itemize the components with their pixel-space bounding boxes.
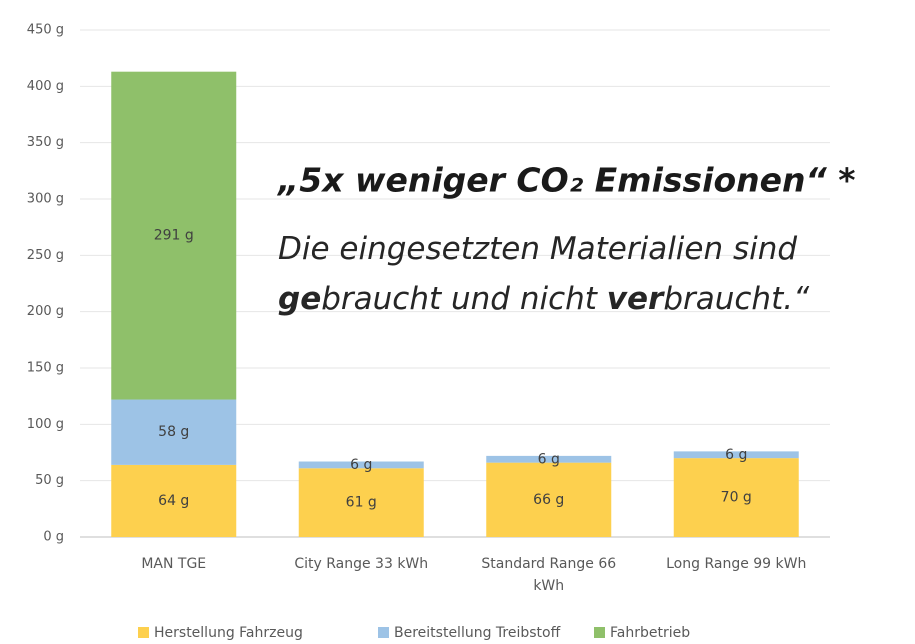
annotation-segment: ge	[278, 281, 321, 317]
annotation-body: Die eingesetzten Materialien sind	[278, 231, 797, 267]
data-label: 64 g	[158, 493, 189, 509]
annotation-segment: Die eingesetzten Materialien sind	[278, 231, 797, 267]
x-tick-label: MAN TGE	[141, 556, 207, 572]
data-label: 291 g	[154, 228, 194, 244]
legend-label: Herstellung Fahrzeug	[154, 625, 303, 641]
data-label: 6 g	[350, 457, 372, 473]
bar-segment	[298, 468, 424, 537]
legend-swatch	[594, 627, 605, 638]
y-tick-label: 50 g	[35, 473, 64, 488]
legend-swatch	[138, 627, 149, 638]
bar-segment	[486, 455, 612, 463]
annotation-segment: ver	[607, 281, 665, 317]
annotation-body: gebraucht und nicht verbraucht.“	[278, 281, 810, 317]
y-tick-label: 200 g	[27, 304, 64, 319]
x-tick-label: Long Range 99 kWh	[666, 556, 807, 572]
bar-segment	[111, 464, 237, 537]
x-tick-label: Standard Range 66 kWh	[481, 556, 617, 594]
bar-segment	[111, 399, 237, 465]
bar-segment	[673, 458, 799, 537]
y-tick-label: 250 g	[27, 248, 64, 263]
data-label: 70 g	[721, 490, 752, 506]
y-tick-label: 150 g	[27, 361, 64, 376]
x-tick-label: City Range 33 kWh	[294, 556, 429, 572]
annotation-segment: braucht.“	[663, 281, 810, 317]
bar-segment	[111, 71, 237, 400]
data-label: 66 g	[533, 492, 564, 508]
bar-segment	[298, 461, 424, 469]
bar-segment	[673, 451, 799, 459]
legend-label: Bereitstellung Treibstoff	[394, 625, 561, 641]
data-label: 6 g	[538, 451, 560, 467]
y-tick-label: 350 g	[27, 135, 64, 150]
data-label: 6 g	[725, 447, 747, 463]
annotation-segment: braucht und nicht	[321, 281, 607, 317]
legend-label: Fahrbetrieb	[610, 625, 690, 641]
data-label: 58 g	[158, 424, 189, 440]
y-tick-label: 400 g	[27, 79, 64, 94]
bar-segment	[486, 462, 612, 537]
y-tick-label: 450 g	[27, 23, 64, 38]
y-tick-label: 0 g	[43, 530, 64, 545]
y-tick-label: 100 g	[27, 417, 64, 432]
data-label: 61 g	[346, 495, 377, 511]
legend-swatch	[378, 627, 389, 638]
annotation-title: „5x weniger CO₂ Emissionen“ *	[276, 161, 856, 200]
y-tick-label: 300 g	[27, 192, 64, 207]
